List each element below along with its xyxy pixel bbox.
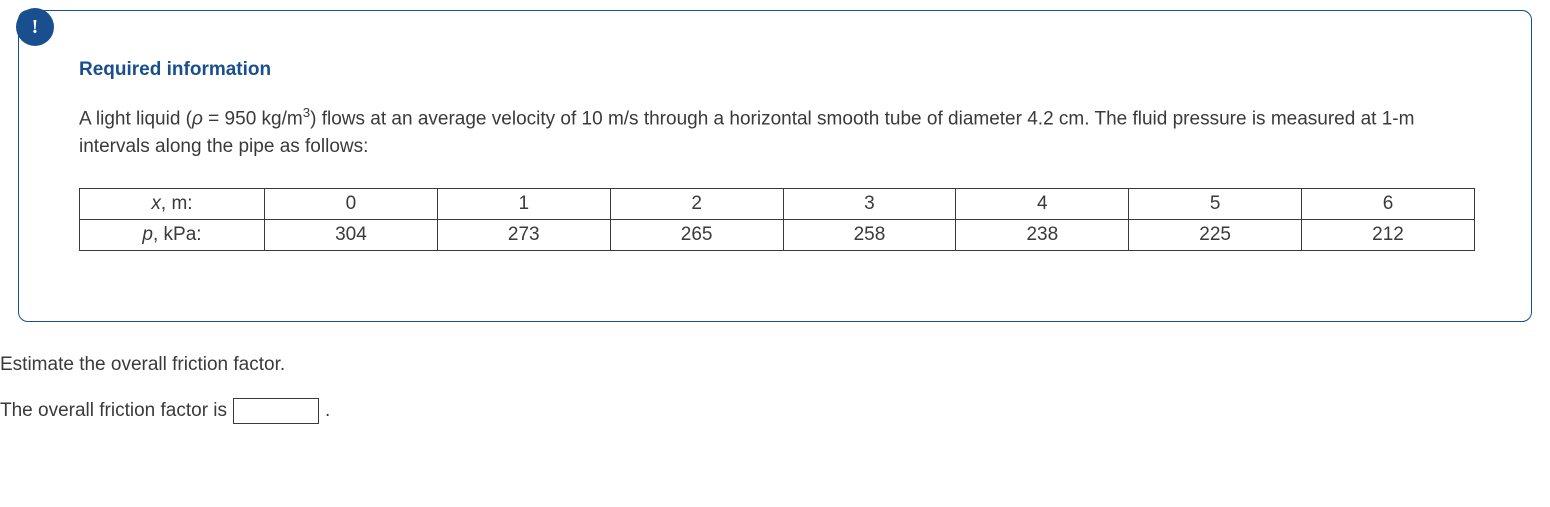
question-prompt: Estimate the overall friction factor. — [0, 354, 1532, 376]
page-root: ! Required information A light liquid (ρ… — [0, 0, 1550, 444]
data-cell: 225 — [1129, 220, 1302, 251]
friction-factor-input[interactable] — [233, 398, 319, 424]
p-symbol: p — [142, 224, 153, 245]
data-cell: 258 — [783, 220, 956, 251]
exponent: 3 — [303, 105, 310, 120]
alert-icon: ! — [16, 8, 54, 46]
data-cell: 1 — [437, 189, 610, 220]
data-cell: 212 — [1302, 220, 1475, 251]
x-suffix: , m: — [161, 193, 193, 214]
rho-symbol: ρ — [192, 108, 203, 129]
required-info-box: ! Required information A light liquid (ρ… — [18, 10, 1532, 322]
table-row: x, m: 0 1 2 3 4 5 6 — [80, 189, 1475, 220]
data-table: x, m: 0 1 2 3 4 5 6 p, kPa: 304 273 265 … — [79, 188, 1475, 251]
text-part: A light liquid ( — [79, 108, 192, 129]
data-cell: 304 — [265, 220, 438, 251]
data-cell: 2 — [610, 189, 783, 220]
text-part: = 950 kg/m — [203, 108, 303, 129]
data-cell: 4 — [956, 189, 1129, 220]
period: . — [325, 400, 330, 422]
data-cell: 0 — [265, 189, 438, 220]
data-cell: 5 — [1129, 189, 1302, 220]
problem-statement: A light liquid (ρ = 950 kg/m3) flows at … — [79, 103, 1475, 160]
answer-label: The overall friction factor is — [0, 400, 227, 422]
required-info-heading: Required information — [79, 59, 1475, 81]
data-cell: 273 — [437, 220, 610, 251]
data-cell: 265 — [610, 220, 783, 251]
p-suffix: , kPa: — [153, 224, 202, 245]
answer-line: The overall friction factor is . — [0, 398, 1532, 424]
table-row: p, kPa: 304 273 265 258 238 225 212 — [80, 220, 1475, 251]
alert-icon-glyph: ! — [32, 16, 39, 39]
data-cell: 3 — [783, 189, 956, 220]
row-label-p: p, kPa: — [80, 220, 265, 251]
question-area: Estimate the overall friction factor. Th… — [0, 354, 1532, 424]
data-cell: 6 — [1302, 189, 1475, 220]
data-cell: 238 — [956, 220, 1129, 251]
x-symbol: x — [151, 193, 161, 214]
row-label-x: x, m: — [80, 189, 265, 220]
